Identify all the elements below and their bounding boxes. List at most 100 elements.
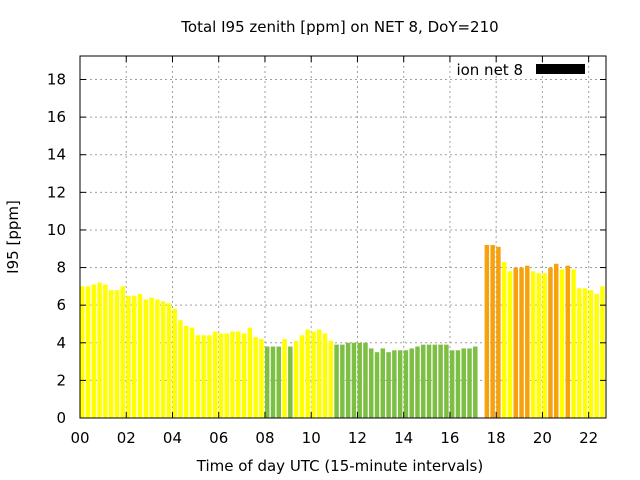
bar <box>288 346 293 418</box>
grid-lines <box>80 56 606 418</box>
bar <box>253 337 258 418</box>
x-tick-label: 22 <box>579 429 598 447</box>
y-axis-label: I95 [ppm] <box>4 200 22 274</box>
bar <box>299 335 305 418</box>
bar <box>507 271 513 418</box>
bar <box>108 290 114 418</box>
x-tick-label: 00 <box>70 429 89 447</box>
bar <box>519 267 524 418</box>
y-tick-label: 14 <box>47 146 66 164</box>
bar <box>484 244 490 418</box>
x-tick-label: 18 <box>487 429 506 447</box>
bar <box>97 282 102 418</box>
bar <box>311 331 316 418</box>
bar <box>530 271 536 418</box>
bar <box>357 342 362 418</box>
bar <box>421 344 426 418</box>
bar <box>207 335 212 418</box>
bar <box>467 348 472 418</box>
bar <box>392 350 397 418</box>
bar <box>282 339 287 418</box>
bar <box>380 348 386 418</box>
bar <box>461 348 466 418</box>
legend-swatch <box>536 64 585 74</box>
bar <box>103 284 108 418</box>
x-tick-label: 04 <box>163 429 182 447</box>
bar <box>600 286 605 418</box>
bar <box>195 335 201 418</box>
bar <box>548 267 553 418</box>
bar <box>126 295 131 418</box>
y-tick-label: 16 <box>47 108 66 126</box>
bar <box>293 340 299 418</box>
bar <box>328 340 334 418</box>
bar <box>114 290 120 418</box>
bar <box>178 320 183 418</box>
bar <box>397 350 403 418</box>
legend-label: ion net 8 <box>456 61 523 79</box>
bar <box>363 342 368 418</box>
bar <box>149 297 154 418</box>
bar <box>369 348 374 418</box>
y-tick-label: 12 <box>47 183 66 201</box>
bar <box>571 269 576 418</box>
y-tick-label: 10 <box>47 221 66 239</box>
bar <box>582 288 588 418</box>
bar <box>264 346 270 418</box>
bar <box>91 284 97 418</box>
bar <box>438 344 443 418</box>
bar <box>455 350 461 418</box>
bar <box>565 265 571 418</box>
bar <box>525 265 530 418</box>
bar <box>137 293 143 418</box>
bar <box>415 346 420 418</box>
x-tick-label: 06 <box>209 429 228 447</box>
bar <box>322 333 328 418</box>
bar <box>201 335 206 418</box>
bar <box>218 333 224 418</box>
x-tick-label: 14 <box>394 429 413 447</box>
bar <box>155 299 160 418</box>
bar <box>230 331 235 418</box>
bar <box>270 346 276 418</box>
bar <box>247 327 253 418</box>
bars <box>80 244 605 418</box>
x-tick-label: 08 <box>255 429 274 447</box>
x-tick-label: 16 <box>440 429 459 447</box>
legend: ion net 8 <box>456 61 585 79</box>
bar <box>143 299 149 418</box>
bar <box>449 350 455 418</box>
x-tick-label: 10 <box>302 429 321 447</box>
bar <box>334 344 339 418</box>
bar <box>305 329 310 418</box>
bar <box>588 290 594 418</box>
bar <box>513 267 518 418</box>
bar <box>501 261 507 418</box>
bar <box>85 286 91 418</box>
bar <box>120 286 125 418</box>
bar <box>241 333 247 418</box>
x-tick-label: 02 <box>117 429 136 447</box>
bar <box>212 331 218 418</box>
bar <box>172 308 177 418</box>
bar <box>577 288 582 418</box>
chart-title: Total I95 zenith [ppm] on NET 8, DoY=210 <box>180 18 498 36</box>
bar <box>490 244 495 418</box>
bar <box>553 263 559 418</box>
bar <box>594 293 599 418</box>
bar <box>224 333 229 418</box>
bar <box>160 301 166 418</box>
x-tick-label: 12 <box>348 429 367 447</box>
y-tick-label: 2 <box>56 371 66 389</box>
bar <box>432 344 438 418</box>
bar <box>166 303 172 418</box>
bar <box>542 273 547 418</box>
y-tick-label: 6 <box>56 296 66 314</box>
bar <box>184 325 189 418</box>
bar <box>340 344 345 418</box>
plot-frame <box>79 55 607 419</box>
bar <box>80 286 85 418</box>
x-tick-label: 20 <box>533 429 552 447</box>
